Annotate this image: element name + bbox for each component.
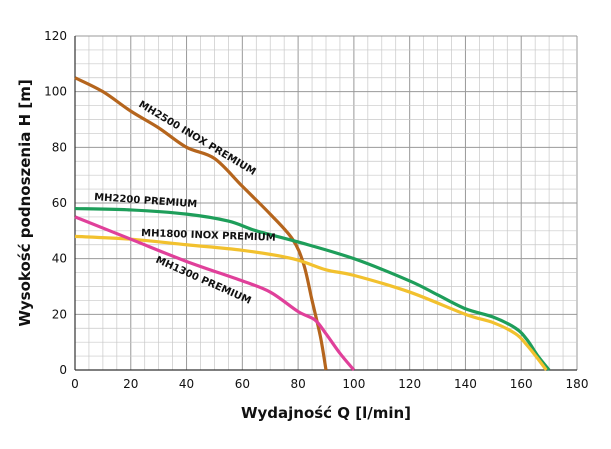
series-lines — [74, 76, 551, 372]
x-tick-label: 120 — [398, 377, 421, 391]
series-label-mh2500: MH2500 INOX PREMIUM — [136, 99, 257, 178]
x-tick-label: 20 — [123, 377, 138, 391]
x-tick-label: 180 — [566, 377, 589, 391]
series-line-mh2500-inox-premium — [74, 76, 328, 371]
tick-labels: 0 20 40 60 80 100 120 140 160 180 0 20 40 60 80 100 120 — [44, 29, 588, 391]
series-line-mh2200-premium — [74, 206, 551, 372]
x-tick-label: 80 — [290, 377, 305, 391]
x-tick-label: 0 — [71, 377, 79, 391]
x-tick-label: 40 — [179, 377, 194, 391]
y-tick-label: 0 — [59, 363, 67, 377]
y-tick-label: 120 — [44, 29, 67, 43]
y-axis-label: Wysokość podnoszenia H [m] — [16, 79, 34, 326]
y-tick-label: 40 — [52, 252, 67, 266]
x-axis-label: Wydajność Q [l/min] — [241, 404, 411, 422]
x-tick-label: 140 — [454, 377, 477, 391]
x-tick-label: 100 — [342, 377, 365, 391]
series-label-mh1800: MH1800 INOX PREMIUM — [141, 228, 276, 244]
y-tick-label: 20 — [52, 307, 67, 321]
y-tick-label: 60 — [52, 196, 67, 210]
x-tick-label: 160 — [510, 377, 533, 391]
x-tick-label: 60 — [235, 377, 250, 391]
series-line-mh1800-inox-premium — [74, 234, 548, 371]
series-line-mh1300-premium — [74, 215, 356, 372]
grid — [74, 35, 578, 371]
y-tick-label: 80 — [52, 140, 67, 154]
y-tick-label: 100 — [44, 85, 67, 99]
series-label-mh2200: MH2200 PREMIUM — [94, 192, 198, 210]
